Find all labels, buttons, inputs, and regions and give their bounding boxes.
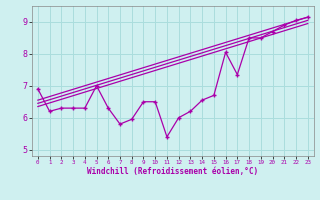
X-axis label: Windchill (Refroidissement éolien,°C): Windchill (Refroidissement éolien,°C) xyxy=(87,167,258,176)
